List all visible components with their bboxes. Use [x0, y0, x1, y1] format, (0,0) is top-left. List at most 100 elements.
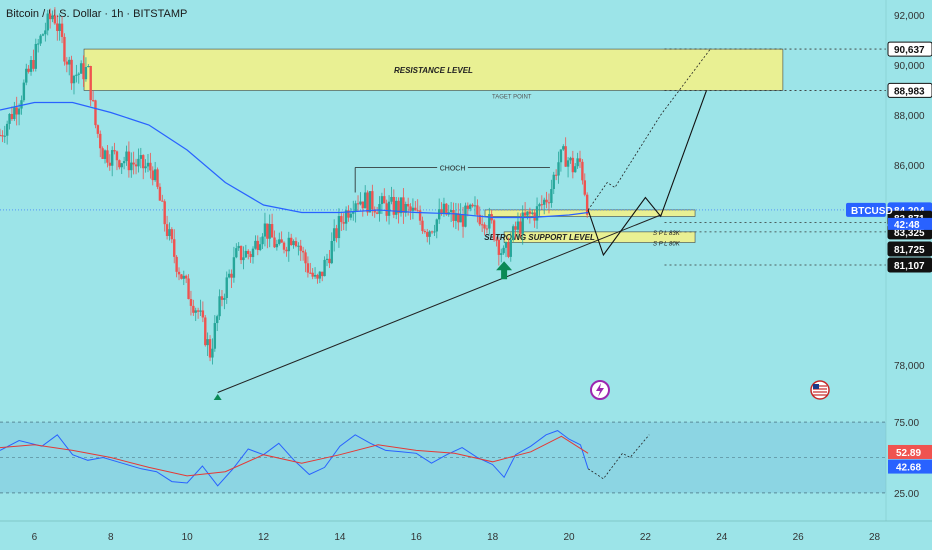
candle-body — [251, 248, 255, 258]
candle-body — [211, 348, 214, 358]
candle-body — [495, 239, 498, 241]
candle-body — [559, 149, 563, 163]
candle-body — [270, 224, 274, 238]
candle-body — [58, 23, 61, 32]
candle-body — [459, 214, 462, 223]
candle-body — [514, 226, 517, 230]
candle-body — [371, 191, 374, 210]
candle-body — [170, 229, 174, 240]
rsi-line — [0, 430, 589, 487]
candle-body — [230, 273, 233, 278]
candle-body — [108, 162, 111, 166]
x-tick-label: 18 — [487, 532, 499, 543]
candle-body — [72, 75, 76, 84]
forecast-solid-path — [587, 90, 708, 257]
candle-body — [356, 203, 360, 205]
zone-sublabel-0: TAGET POINT — [492, 94, 532, 100]
candle-body — [132, 162, 135, 165]
candle-body — [414, 207, 417, 211]
candle-body — [201, 310, 205, 318]
y-tick-label: 92,000 — [894, 11, 925, 22]
candle-body — [82, 63, 85, 80]
candle-body — [94, 100, 97, 126]
price-tag-text-5: 83,325 — [894, 228, 925, 239]
candle-body — [242, 257, 245, 261]
candle-body — [507, 242, 510, 257]
candle-body — [461, 214, 465, 227]
x-tick-label: 24 — [716, 532, 728, 543]
candle-body — [433, 231, 436, 233]
candle-body — [118, 160, 121, 168]
zone-label-2: SETROING SUPPORT LEVEL — [484, 233, 595, 242]
candle-body — [70, 59, 73, 84]
candle-body — [161, 200, 164, 202]
candle-body — [189, 299, 193, 306]
candle-body — [421, 220, 424, 232]
candle-body — [304, 252, 307, 264]
candle-body — [3, 135, 6, 137]
candle-body — [473, 205, 477, 207]
price-tag-6 — [887, 241, 932, 257]
candle-body — [249, 253, 252, 258]
zone-label-0: RESISTANCE LEVEL — [394, 66, 473, 75]
candle-body — [41, 34, 45, 36]
candle-body — [175, 256, 178, 272]
candle-body — [306, 263, 310, 273]
candle-body — [149, 162, 152, 171]
rsi-forecast-line — [587, 434, 650, 480]
candle-body — [359, 201, 362, 205]
lightning-news-icon — [590, 380, 610, 400]
candle-body — [297, 245, 300, 247]
price-tag-text-0: 90,637 — [894, 45, 925, 56]
candle-body — [409, 206, 412, 211]
candle-body — [342, 222, 345, 224]
candle-body — [275, 243, 279, 248]
candle-body — [562, 146, 565, 150]
candle-body — [36, 43, 40, 45]
candle-body — [576, 158, 579, 167]
candle-body — [22, 82, 26, 101]
candle-body — [120, 163, 123, 168]
candle-body — [430, 231, 434, 233]
candle-body — [158, 186, 162, 201]
candle-body — [223, 297, 226, 300]
candle-body — [51, 15, 54, 20]
candle-body — [581, 161, 584, 181]
candle-body — [428, 231, 431, 237]
candle-body — [378, 204, 381, 214]
candle-body — [199, 310, 202, 312]
candle-body — [361, 201, 365, 209]
candle-body — [227, 273, 231, 278]
rsi-ma-line — [0, 435, 589, 477]
candle-body — [535, 206, 539, 221]
candle-body — [125, 151, 128, 162]
price-tag-7 — [887, 257, 932, 273]
candle-body — [330, 241, 333, 264]
candle-body — [204, 317, 207, 346]
candle-body — [500, 253, 503, 255]
candle-body — [552, 174, 555, 190]
buy-arrow-icon — [496, 261, 513, 280]
candle-body — [375, 212, 379, 214]
candle-body — [146, 162, 150, 167]
candle-body — [29, 60, 33, 72]
candle-body — [268, 224, 271, 239]
candle-body — [280, 239, 283, 243]
candle-body — [392, 196, 396, 215]
candle-body — [416, 210, 419, 212]
candle-body — [523, 212, 527, 216]
candle-body — [366, 192, 369, 213]
moving-average-line — [0, 101, 589, 219]
candle-body — [294, 241, 298, 247]
candle-body — [113, 150, 116, 152]
candle-body — [32, 60, 35, 69]
candle-body — [168, 229, 171, 237]
candle-body — [497, 239, 501, 255]
candle-body — [402, 197, 405, 213]
candle-body — [373, 209, 376, 213]
candle-body — [354, 203, 357, 212]
low-marker-icon — [213, 394, 222, 400]
candle-body — [53, 15, 57, 24]
symbol-tag-text: BTCUSD — [851, 206, 893, 217]
